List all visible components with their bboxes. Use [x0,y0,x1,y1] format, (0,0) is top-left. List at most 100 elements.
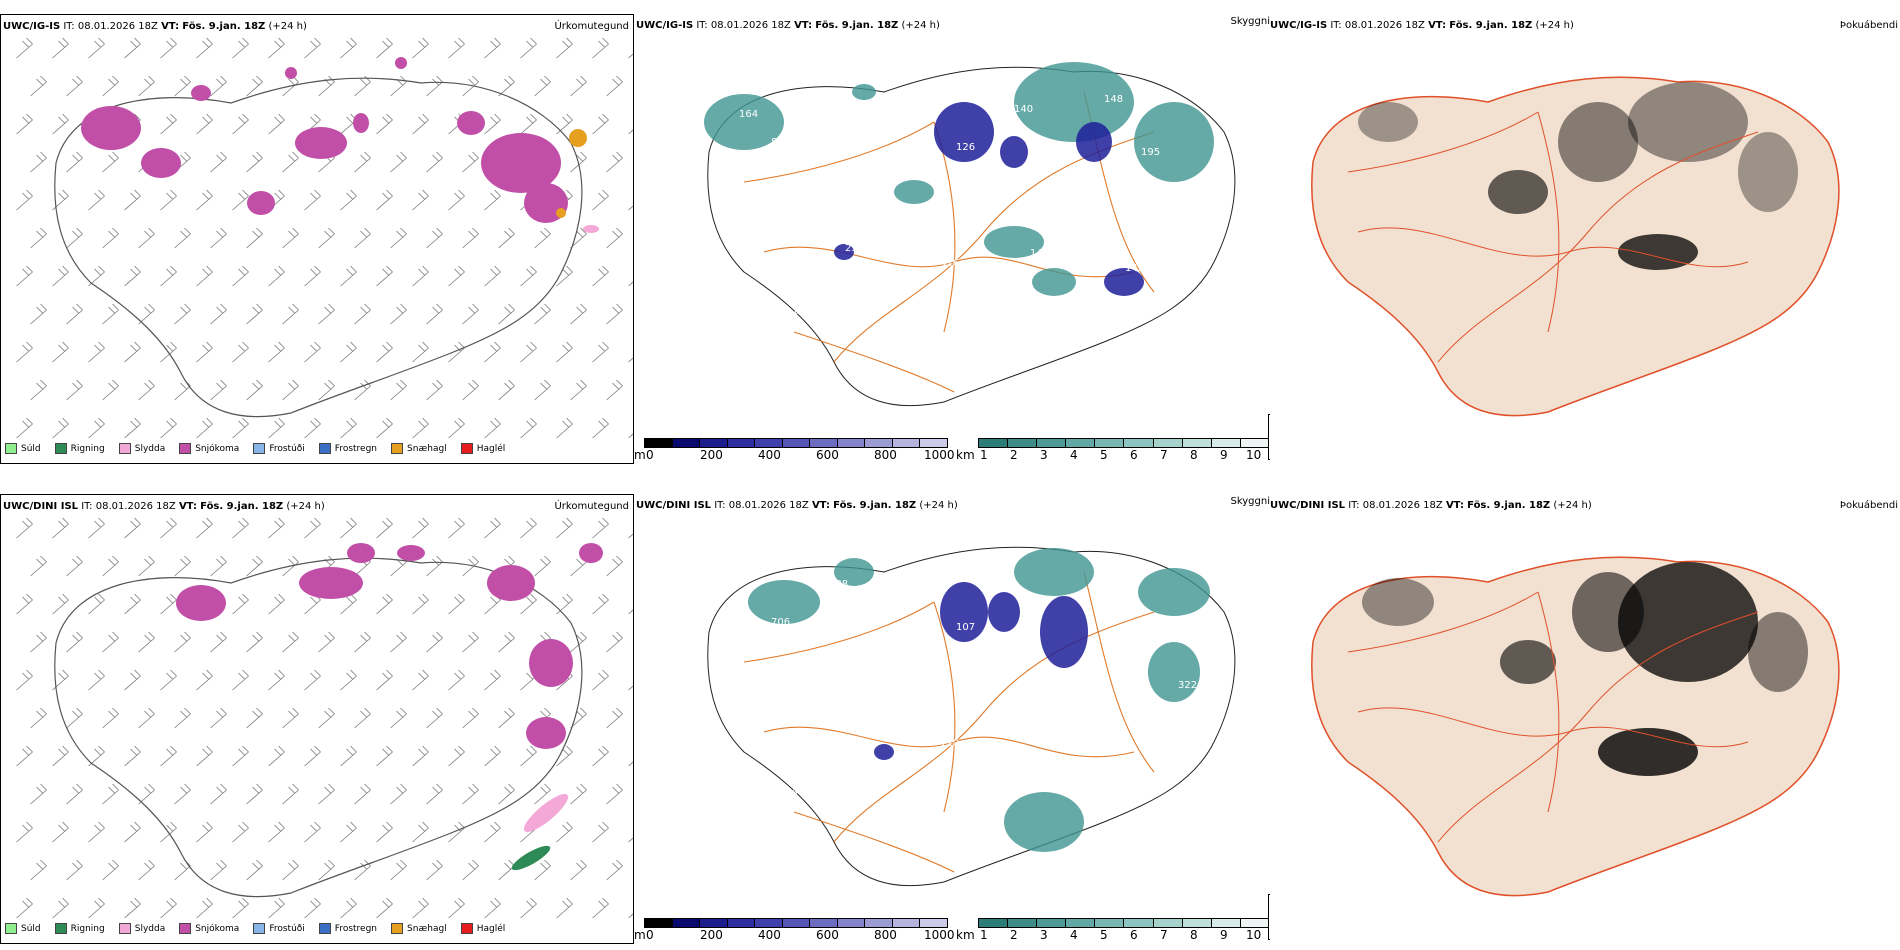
precip-number-label: 416 [940,258,959,269]
precip-number-label: 297 [1162,316,1181,327]
precip-number-label: 408 [792,786,811,797]
snow-area [285,67,297,79]
precip-number-label: 306 [755,733,774,744]
precip-type-map [16,37,633,439]
precip-number-label: 144 [1178,200,1197,211]
fog-legend-top: 0 60 [1268,414,1270,460]
precip-number-label: 167 [755,253,774,264]
precip-number-label: 251 [919,89,938,100]
legend-item: Haglél [460,923,505,934]
precip-type-panel-top: UWC/IG-IS IT: 08.01.2026 18Z VT: Fös. 9.… [0,14,634,464]
precip-legend-bottom: Súld Rigning Slydda Snjókoma Frostúði Fr… [5,923,505,934]
panel-title: UWC/IG-IS IT: 08.01.2026 18Z VT: Fös. 9.… [3,21,307,32]
precip-number-label: 518 [882,776,901,787]
precip-number-label: 364 [977,311,996,322]
precip-number-label: 195 [1141,147,1160,158]
precip-number-label: 113 [1067,781,1086,792]
precip-number-label: 238 [845,243,864,254]
precip-type-map [16,517,633,919]
precip-number-label: 107 [956,622,975,633]
panel-label-fog: Þokuábendi [1839,20,1898,31]
legend-item: Haglél [460,443,505,454]
legend-item: Súld [5,443,41,454]
fog-panel-top: UWC/IG-IS IT: 08.01.2026 18Z VT: Fös. 9.… [1268,14,1900,464]
precip-number-label: 195 [1104,574,1123,585]
precip-number-label: 233 [829,99,848,110]
precip-number-label: 164 [739,109,758,120]
precip-number-label: 59 [845,723,858,734]
fog-map [1311,76,1840,417]
snow-area [395,57,407,69]
precip-number-label: 324 [808,670,827,681]
legend-item: Frostregn [318,443,377,454]
precip-number-label: 87 [771,137,784,148]
fog-legend-bottom: 0 60 [1268,894,1270,940]
precip-number-label: 606 [993,195,1012,206]
fog-panel-bottom: UWC/DINI ISL IT: 08.01.2026 18Z VT: Fös.… [1268,494,1900,944]
cloud-panel-top: UWC/IG-IS IT: 08.01.2026 18Z VT: Fös. 9.… [634,14,1270,464]
precip-number-label: 126 [956,142,975,153]
legend-item: Slydda [118,443,165,454]
legend-item: Snjókoma [179,923,239,934]
snow-area [295,127,347,159]
panel-label-precip-type: Úrkomutegund [554,501,629,512]
precip-number-label: 148 [1104,94,1123,105]
precip-number-label: 17 [903,685,916,696]
colorbar-strip [644,438,948,448]
cloud-map: 119 87 237 238 178 251 126 606 149 118 148 195 144 16… [704,62,1236,407]
precip-number-label: 210 [734,564,753,575]
precip-number-label: 149 [1030,248,1049,259]
cloud-map: 210 706 324 59 518 234 107 140 104 113 195 12 322 306… [707,546,1236,887]
legend-item: Súld [5,923,41,934]
precip-number-label: 288 [829,579,848,590]
precip-number-label: 140 [1014,104,1033,115]
precip-number-label: 148 [1051,157,1070,168]
snow-area [247,191,275,215]
precip-number-label: 160 [866,152,885,163]
precip-number-label: 119 [734,84,753,95]
precip-number-label: 12 [1141,627,1154,638]
legend-item: Rigning [54,443,105,454]
precip-number-label: 124 [776,162,795,173]
fog-map [1311,556,1840,897]
precip-number-label: 120 [940,738,959,749]
panel-title: UWC/DINI ISL IT: 08.01.2026 18Z VT: Fös.… [3,501,325,512]
panel-title: UWC/IG-IS IT: 08.01.2026 18Z VT: Fös. 9.… [636,20,940,31]
panel-label-precip-type: Úrkomutegund [554,21,629,32]
panel-label-cloud: Skyggni [1230,16,1270,27]
legend-item: Frostregn [318,923,377,934]
colorbar-strip [978,438,1270,448]
precip-number-label: 322 [1178,680,1197,691]
panel-title: UWC/IG-IS IT: 08.01.2026 18Z VT: Fös. 9.… [1270,20,1574,31]
legend-item: Frostúði [253,443,305,454]
panel-title: UWC/DINI ISL IT: 08.01.2026 18Z VT: Fös.… [1270,500,1592,511]
precip-number-label: 237 [808,190,827,201]
precip-number-label: 145 [1125,263,1144,274]
snow-area [81,106,141,150]
snow-area [141,148,181,178]
precip-number-label: 113 [903,205,922,216]
colorbar-unit: m [634,448,646,462]
precip-number-label: 140 [993,675,1012,686]
legend-item: Snjókoma [179,443,239,454]
cloud-panel-bottom: UWC/DINI ISL IT: 08.01.2026 18Z VT: Fös.… [634,494,1270,944]
precip-number-label: 178 [882,296,901,307]
snow-area [481,133,561,193]
legend-item: Slydda [118,923,165,934]
precip-type-panel-bottom: UWC/DINI ISL IT: 08.01.2026 18Z VT: Fös.… [0,494,634,944]
precip-number-label: 234 [919,569,938,580]
legend-item: Snæhagl [391,923,447,934]
panel-label-cloud: Skyggni [1230,496,1270,507]
legend-item: Snæhagl [391,443,447,454]
snow-area [457,111,485,135]
legend-item: Frostúði [253,923,305,934]
precip-number-label: 205 [1088,210,1107,221]
snow-area [353,113,369,133]
colorbar-unit: km [956,448,975,462]
legend-swatch [5,443,17,454]
precip-number-label: 706 [771,617,790,628]
precip-number-label: 133 [792,306,811,317]
snow-area [191,85,211,101]
panel-title: UWC/DINI ISL IT: 08.01.2026 18Z VT: Fös.… [636,500,958,511]
precip-legend-top: Súld Rigning Slydda Snjókoma Frostúði Fr… [5,443,505,454]
